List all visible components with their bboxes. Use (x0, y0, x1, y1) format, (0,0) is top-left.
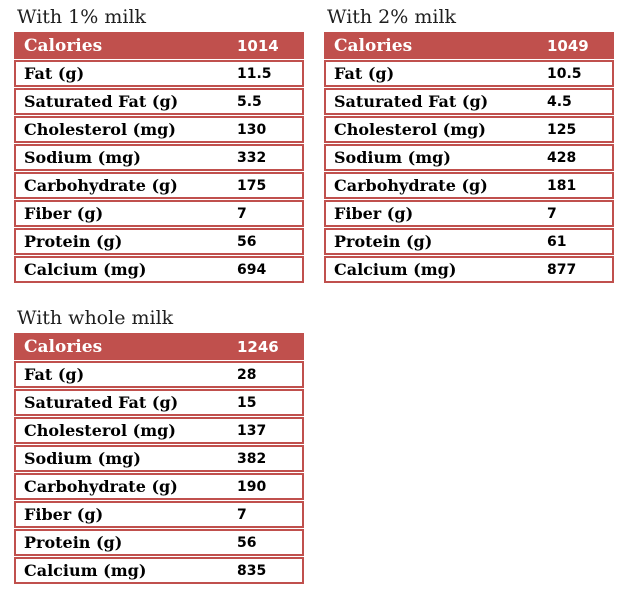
row-value: 56 (237, 534, 257, 551)
header-label: Calories (24, 336, 103, 357)
row-value: 10.5 (547, 65, 582, 82)
header-value: 1246 (237, 337, 279, 356)
table-title-whole-milk: With whole milk (17, 307, 174, 329)
row-value: 56 (237, 233, 257, 250)
nutrition-table-whole-milk: Calories 1246 Fat (g) 28 Saturated Fat (… (14, 333, 304, 584)
row-label: Sodium (mg) (24, 449, 141, 468)
nutrition-block-1pct-milk: With 1% milk Calories 1014 Fat (g) 11.5 … (14, 6, 304, 284)
nutrition-block-whole-milk: With whole milk Calories 1246 Fat (g) 28… (14, 307, 304, 585)
row-label: Sodium (mg) (24, 148, 141, 167)
row-label: Saturated Fat (g) (334, 92, 489, 111)
table-row: Protein (g) 56 (14, 228, 304, 255)
table-row: Fiber (g) 7 (14, 200, 304, 227)
table-row: Calcium (mg) 835 (14, 557, 304, 584)
table-row: Fiber (g) 7 (324, 200, 614, 227)
nutrition-table-1pct-milk: Calories 1014 Fat (g) 11.5 Saturated Fat… (14, 32, 304, 283)
row-label: Fiber (g) (334, 204, 414, 223)
table-header-row: Calories 1049 (324, 32, 614, 59)
row-value: 125 (547, 121, 577, 138)
table-row: Sodium (mg) 332 (14, 144, 304, 171)
table-row: Fat (g) 10.5 (324, 60, 614, 87)
row-value: 877 (547, 261, 577, 278)
table-row: Calcium (mg) 694 (14, 256, 304, 283)
row-value: 694 (237, 261, 267, 278)
row-label: Carbohydrate (g) (24, 176, 178, 195)
row-value: 7 (237, 506, 247, 523)
table-row: Calcium (mg) 877 (324, 256, 614, 283)
table-row: Fat (g) 28 (14, 361, 304, 388)
row-label: Protein (g) (24, 232, 123, 251)
row-value: 175 (237, 177, 267, 194)
row-value: 15 (237, 394, 257, 411)
table-row: Fiber (g) 7 (14, 501, 304, 528)
row-label: Fat (g) (24, 365, 85, 384)
table-row: Protein (g) 56 (14, 529, 304, 556)
nutrition-block-2pct-milk: With 2% milk Calories 1049 Fat (g) 10.5 … (324, 6, 614, 284)
row-label: Cholesterol (mg) (334, 120, 486, 139)
table-row: Saturated Fat (g) 4.5 (324, 88, 614, 115)
row-label: Fiber (g) (24, 204, 104, 223)
row-label: Fat (g) (24, 64, 85, 83)
header-label: Calories (334, 35, 413, 56)
row-label: Calcium (mg) (24, 561, 147, 580)
table-header-row: Calories 1246 (14, 333, 304, 360)
row-label: Calcium (mg) (334, 260, 457, 279)
row-label: Carbohydrate (g) (334, 176, 488, 195)
row-value: 7 (547, 205, 557, 222)
row-label: Fiber (g) (24, 505, 104, 524)
table-title-1pct-milk: With 1% milk (17, 6, 147, 28)
row-value: 428 (547, 149, 577, 166)
row-value: 130 (237, 121, 267, 138)
row-label: Cholesterol (mg) (24, 421, 176, 440)
table-row: Carbohydrate (g) 175 (14, 172, 304, 199)
table-row: Protein (g) 61 (324, 228, 614, 255)
table-title-2pct-milk: With 2% milk (327, 6, 457, 28)
nutrition-table-2pct-milk: Calories 1049 Fat (g) 10.5 Saturated Fat… (324, 32, 614, 283)
table-header-row: Calories 1014 (14, 32, 304, 59)
table-row: Cholesterol (mg) 130 (14, 116, 304, 143)
row-label: Cholesterol (mg) (24, 120, 176, 139)
table-row: Sodium (mg) 382 (14, 445, 304, 472)
row-value: 332 (237, 149, 267, 166)
table-row: Carbohydrate (g) 190 (14, 473, 304, 500)
table-row: Sodium (mg) 428 (324, 144, 614, 171)
table-row: Fat (g) 11.5 (14, 60, 304, 87)
header-label: Calories (24, 35, 103, 56)
table-row: Cholesterol (mg) 137 (14, 417, 304, 444)
row-label: Sodium (mg) (334, 148, 451, 167)
row-value: 137 (237, 422, 267, 439)
row-label: Carbohydrate (g) (24, 477, 178, 496)
row-value: 61 (547, 233, 567, 250)
row-value: 28 (237, 366, 257, 383)
row-value: 5.5 (237, 93, 262, 110)
row-label: Protein (g) (334, 232, 433, 251)
header-value: 1049 (547, 36, 589, 55)
header-value: 1014 (237, 36, 279, 55)
row-value: 190 (237, 478, 267, 495)
table-row: Saturated Fat (g) 15 (14, 389, 304, 416)
row-value: 11.5 (237, 65, 272, 82)
table-row: Carbohydrate (g) 181 (324, 172, 614, 199)
table-row: Cholesterol (mg) 125 (324, 116, 614, 143)
row-label: Protein (g) (24, 533, 123, 552)
table-row: Saturated Fat (g) 5.5 (14, 88, 304, 115)
row-value: 7 (237, 205, 247, 222)
row-label: Calcium (mg) (24, 260, 147, 279)
row-value: 181 (547, 177, 577, 194)
row-label: Saturated Fat (g) (24, 92, 179, 111)
row-label: Saturated Fat (g) (24, 393, 179, 412)
row-label: Fat (g) (334, 64, 395, 83)
row-value: 382 (237, 450, 267, 467)
row-value: 835 (237, 562, 267, 579)
row-value: 4.5 (547, 93, 572, 110)
